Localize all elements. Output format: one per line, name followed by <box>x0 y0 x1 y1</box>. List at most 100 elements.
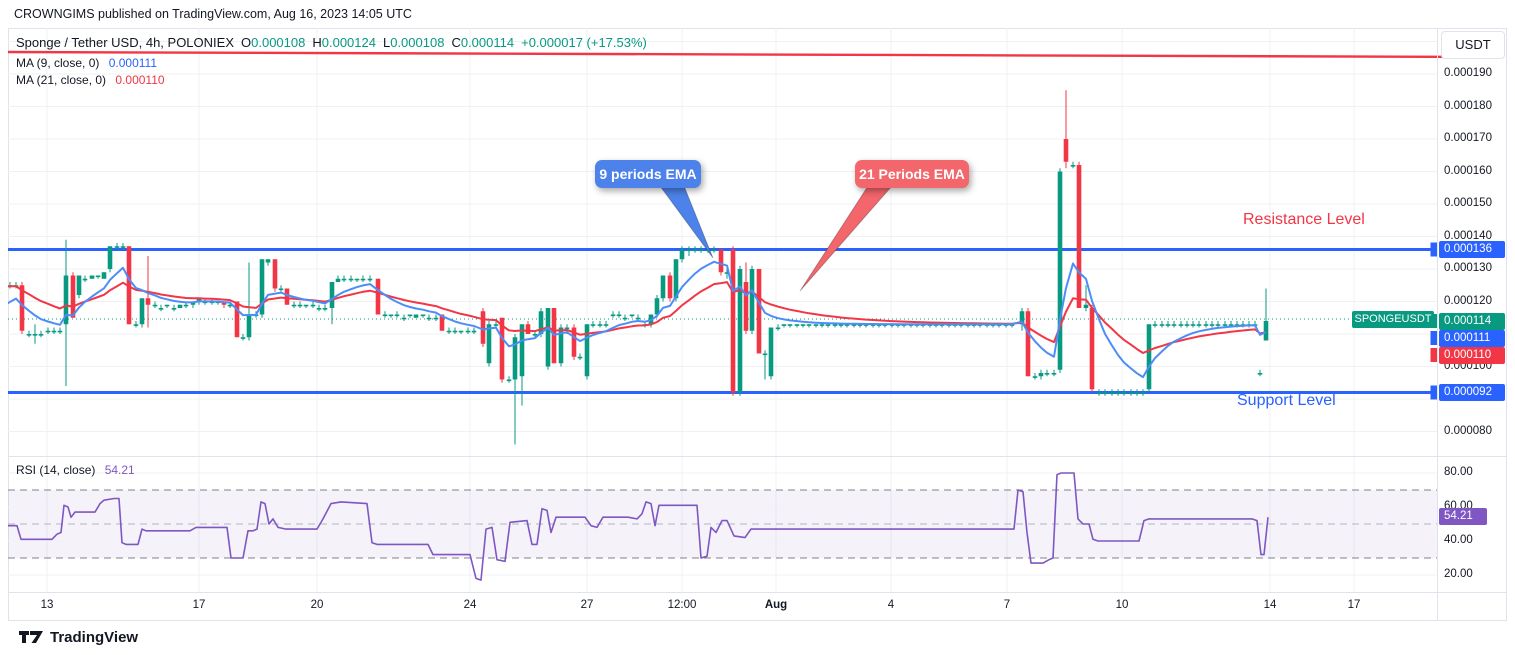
candle-body <box>439 314 445 331</box>
candle-body <box>679 249 685 260</box>
ma21-legend-row[interactable]: MA (21, close, 0) 0.000110 <box>16 73 647 87</box>
candle-body <box>768 327 774 377</box>
resistance-level-text[interactable]: Resistance Level <box>1243 211 1365 228</box>
time-axis-label[interactable]: Aug <box>764 599 788 611</box>
candle-body <box>825 324 831 326</box>
line-end-chip <box>1430 348 1437 362</box>
candle-body <box>1083 304 1089 308</box>
candle-body <box>718 249 724 273</box>
candle-body <box>1165 324 1171 326</box>
time-axis-label[interactable]: 24 <box>463 599 477 611</box>
candle-body <box>126 246 132 325</box>
rsi-tick-label: 80.00 <box>1444 466 1473 478</box>
candle-body <box>341 278 347 281</box>
candle-body <box>348 278 354 281</box>
ema9-line[interactable] <box>3 260 1267 379</box>
candle-body <box>152 304 158 307</box>
candle-body <box>1076 165 1082 308</box>
time-axis-label[interactable]: 17 <box>192 599 206 611</box>
price-tick-label: 0.000190 <box>1444 67 1492 79</box>
ohlc-value: +0.000017 (+17.53%) <box>521 35 647 50</box>
candle-body <box>120 246 126 248</box>
tradingview-logo[interactable]: TradingView <box>18 627 138 647</box>
time-axis-label[interactable]: 12:00 <box>667 599 697 611</box>
candle-body <box>452 330 458 333</box>
candle-body <box>303 304 309 307</box>
rsi-pane[interactable] <box>8 457 1437 592</box>
candle-body <box>471 330 477 333</box>
candle-body <box>1089 308 1095 390</box>
candle-body <box>857 324 863 326</box>
candle-body <box>1215 324 1221 326</box>
candle-body <box>139 298 145 325</box>
time-axis-label[interactable]: 27 <box>580 599 594 611</box>
candle-body <box>1196 324 1202 326</box>
candle-body <box>164 304 170 307</box>
time-axis-label[interactable]: 4 <box>887 599 895 611</box>
candle-body <box>1115 392 1121 395</box>
candle-body <box>114 246 120 248</box>
overlay-layer <box>7 28 1507 621</box>
rsi-legend[interactable]: RSI (14, close) 54.21 <box>16 463 135 477</box>
time-axis-label[interactable]: 14 <box>1263 599 1277 611</box>
time-axis-label[interactable]: 20 <box>310 599 324 611</box>
ma9-legend-row[interactable]: MA (9, close, 0) 0.000111 <box>16 56 647 70</box>
candle-body <box>819 324 825 326</box>
candle-body <box>1152 324 1158 326</box>
ema21-line[interactable] <box>3 281 1267 354</box>
rsi-label: RSI (14, close) <box>16 463 96 477</box>
red-trendline[interactable] <box>7 50 1494 59</box>
candle-body <box>95 275 101 278</box>
price-tick-label: 0.000150 <box>1444 197 1492 209</box>
candle-body <box>724 272 730 274</box>
symbol-title-row[interactable]: Sponge / Tether USD, 4h, POLONIEX O0.0001… <box>16 36 647 50</box>
candle-body <box>1038 373 1044 377</box>
ema21-callout-annotation[interactable]: 21 Periods EMA <box>855 160 969 188</box>
candle-body <box>660 275 666 299</box>
price-tick-label: 0.000180 <box>1444 99 1492 112</box>
candle-body <box>1159 324 1165 326</box>
candle-body <box>519 324 525 377</box>
chart-legend[interactable]: Sponge / Tether USD, 4h, POLONIEX O0.0001… <box>16 36 647 88</box>
time-axis-label[interactable]: 7 <box>1003 599 1011 611</box>
ohlc-value: 0.000114 <box>460 35 515 50</box>
candle-body <box>692 249 698 252</box>
candle-body <box>367 278 373 281</box>
candle-body <box>1096 392 1102 395</box>
rsi-line[interactable] <box>8 472 1269 581</box>
currency-unit-button[interactable]: USDT <box>1441 31 1505 59</box>
time-axis-label[interactable]: 13 <box>40 599 54 611</box>
candle-body <box>610 314 616 317</box>
main-pane[interactable] <box>1 28 1437 456</box>
candle-body <box>1263 321 1269 341</box>
candle-body <box>89 275 95 279</box>
candle-body <box>183 304 189 307</box>
candle-body <box>1025 311 1031 377</box>
candle-body <box>1257 373 1263 375</box>
candle-body <box>265 259 271 263</box>
candle-body <box>335 278 341 282</box>
candle-body <box>316 308 322 310</box>
candle-body <box>426 317 432 320</box>
support-price-badge: 0.000092 <box>1439 384 1505 401</box>
candle-body <box>82 278 88 281</box>
candle-body <box>26 334 32 336</box>
candle-body <box>1 298 6 321</box>
candle-body <box>310 304 316 307</box>
time-axis-label[interactable]: 17 <box>1347 599 1361 611</box>
support-level-text[interactable]: Support Level <box>1237 392 1336 409</box>
ema9-callout-tail <box>659 185 714 259</box>
candle-body <box>730 249 736 393</box>
price-tick-label: 0.000130 <box>1444 262 1492 274</box>
ema9-callout-annotation[interactable]: 9 periods EMA <box>595 160 701 188</box>
candle-body <box>806 324 812 326</box>
candle-body <box>196 298 202 302</box>
candle-body <box>1109 392 1115 395</box>
candle-body <box>1019 311 1025 325</box>
candle-body <box>603 324 609 326</box>
time-axis-label[interactable]: 10 <box>1115 599 1129 611</box>
symbol-price-line-badge: SPONGEUSDT <box>1352 310 1434 328</box>
resistance-price-badge: 0.000136 <box>1439 241 1505 258</box>
candle-body <box>737 269 743 393</box>
